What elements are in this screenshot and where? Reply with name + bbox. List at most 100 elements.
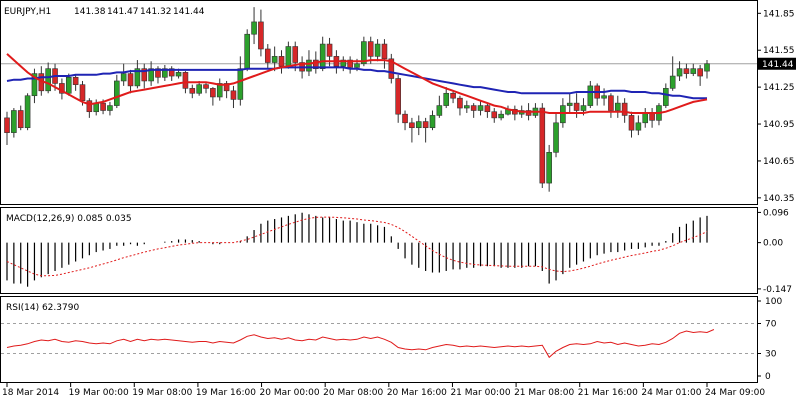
candle-body-bear xyxy=(278,56,285,67)
rsi-y-tick-label: 70 xyxy=(765,320,777,330)
candle xyxy=(436,95,443,118)
candle-body-bull xyxy=(642,112,649,124)
candle xyxy=(477,100,484,116)
candle-body-bear xyxy=(395,78,401,115)
ohlc-low: 141.32 xyxy=(140,7,172,17)
candle xyxy=(4,111,10,145)
candle-body-bull xyxy=(120,73,127,82)
candle xyxy=(24,93,31,131)
price-y-tick-label: 140.95 xyxy=(763,120,795,130)
candle-body-bull xyxy=(601,95,607,99)
candle xyxy=(216,78,223,101)
ohlc-header: 141.38 141.47 141.32 141.44 xyxy=(74,7,205,17)
candle-body-bear xyxy=(72,76,79,85)
candle-body-bull xyxy=(237,68,244,100)
candle xyxy=(141,63,148,89)
candle-body-bear xyxy=(422,121,429,129)
candle-body-bull xyxy=(663,88,669,106)
candle-body-bear xyxy=(539,107,546,184)
macd-y-tick-label: 0.00 xyxy=(763,239,783,249)
last-price-box xyxy=(758,57,796,70)
candle xyxy=(271,46,278,72)
candle xyxy=(429,110,436,131)
candle-body-bull xyxy=(162,68,168,78)
macd-layer xyxy=(6,212,708,287)
candle xyxy=(464,100,470,113)
candle-body-bull xyxy=(415,121,422,129)
candle xyxy=(422,117,429,143)
candle-body-bear xyxy=(86,100,93,113)
candle-body-bear xyxy=(628,115,635,131)
x-tick-label: 19 Mar 16:00 xyxy=(196,388,256,398)
candle-body-bear xyxy=(388,58,395,79)
candle-body-bull xyxy=(560,105,566,124)
x-tick-label: 20 Mar 08:00 xyxy=(323,388,383,398)
candle xyxy=(134,60,141,89)
candle-body-bull xyxy=(244,33,250,69)
candle-body-bear xyxy=(127,73,134,87)
candle-body-bear xyxy=(649,112,655,121)
candle xyxy=(374,39,381,62)
candle-body-bear xyxy=(210,88,216,98)
candle xyxy=(31,68,38,104)
candle-body-bull xyxy=(374,43,381,57)
candle xyxy=(566,93,573,113)
candle xyxy=(614,95,621,118)
candle-body-bear xyxy=(264,48,271,63)
candle xyxy=(278,50,285,74)
candle xyxy=(690,63,697,77)
candle-body-bear xyxy=(409,122,415,129)
candle-body-bull xyxy=(690,68,697,74)
candle-body-bull xyxy=(704,63,710,72)
candle-body-bull xyxy=(24,95,31,129)
candle xyxy=(409,117,415,143)
candle-body-bull xyxy=(148,68,154,82)
candle-body-bear xyxy=(381,43,388,60)
candle xyxy=(292,41,299,72)
candle xyxy=(114,74,120,109)
x-tick-label: 24 Mar 09:00 xyxy=(705,388,765,398)
macd-y-tick-label: -0.147 xyxy=(763,285,792,295)
candle xyxy=(621,98,628,123)
candle-body-bear xyxy=(450,92,456,99)
ohlc-close: 141.44 xyxy=(173,7,205,17)
candle-body-bear xyxy=(683,68,690,74)
candle-body-bull xyxy=(251,21,257,35)
candle-body-bull xyxy=(45,68,51,92)
x-tick-label: 18 Mar 2014 xyxy=(2,388,59,398)
candle-body-bull xyxy=(477,105,484,111)
candle-body-bear xyxy=(79,84,86,101)
candle xyxy=(381,39,388,69)
axis-layer: 141.85 141.55 141.25 140.95 140.65 140.35 141.… xyxy=(2,9,796,398)
candle-body-bear xyxy=(402,113,408,124)
macd-y-tick-label: 0.096 xyxy=(763,208,789,218)
candle-body-bull xyxy=(306,59,312,72)
candle xyxy=(415,115,422,136)
candle-body-bull xyxy=(216,83,223,98)
candle xyxy=(395,74,401,123)
candle xyxy=(491,108,498,123)
candle-body-bear xyxy=(457,97,463,109)
candle-body-bull xyxy=(676,68,683,77)
candle xyxy=(683,63,690,79)
candle xyxy=(347,56,353,74)
candle xyxy=(203,82,209,94)
candle-body-bull xyxy=(436,105,443,116)
candle-body-bear xyxy=(491,111,498,119)
candle xyxy=(251,7,257,45)
candle xyxy=(457,95,463,116)
candle-body-bull xyxy=(319,43,326,69)
candle xyxy=(608,93,614,118)
ma-red-line xyxy=(6,53,708,114)
candle-body-bear xyxy=(182,72,189,89)
candle-body-bull xyxy=(566,102,573,106)
candle-body-bull xyxy=(669,75,676,89)
rsi-y-tick-label: 100 xyxy=(765,297,782,307)
candle-body-bear xyxy=(17,110,24,129)
candle-body-bull xyxy=(464,105,470,109)
candle-body-bear xyxy=(141,68,148,82)
candle xyxy=(340,56,347,72)
candle-body-bear xyxy=(347,59,353,68)
x-tick-label: 21 Mar 08:00 xyxy=(514,388,574,398)
